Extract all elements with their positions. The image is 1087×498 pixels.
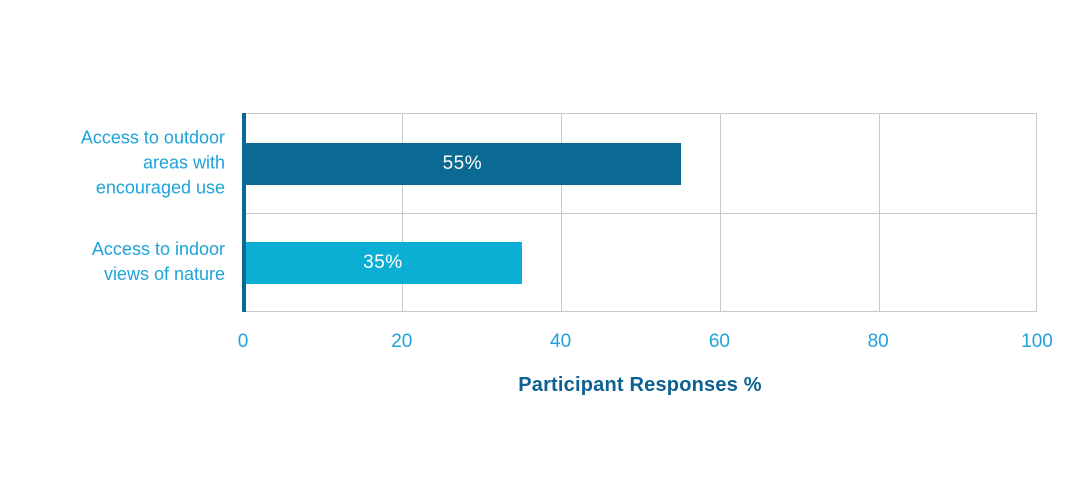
category-label-indoor-views: Access to indoor views of nature — [91, 239, 225, 285]
x-tick-label-80: 80 — [867, 331, 889, 352]
y-axis-category-labels: Access to outdoor areas with encouraged us… — [0, 113, 225, 312]
x-tick-label-100: 100 — [1021, 331, 1053, 352]
x-tick-label-0: 0 — [237, 331, 249, 352]
x-axis-title: Participant Responses % — [518, 374, 762, 396]
row-divider-gridline — [244, 212, 1036, 214]
x-tick-label-60: 60 — [708, 331, 730, 352]
x-axis-tick-labels: 0 20 40 60 80 100 — [238, 331, 1053, 355]
y-axis-line — [242, 113, 246, 312]
bar-outdoor-access: 55% — [244, 142, 681, 185]
plot-area: 55% 35% — [242, 113, 1037, 312]
x-tick-label-40: 40 — [550, 331, 572, 352]
x-tick-label-20: 20 — [391, 331, 413, 352]
bar-value-label: 55% — [442, 152, 483, 174]
bar-indoor-views: 35% — [244, 242, 522, 285]
bar-value-label: 35% — [363, 252, 403, 274]
category-label-outdoor-access: Access to outdoor areas with encouraged us… — [80, 127, 225, 198]
